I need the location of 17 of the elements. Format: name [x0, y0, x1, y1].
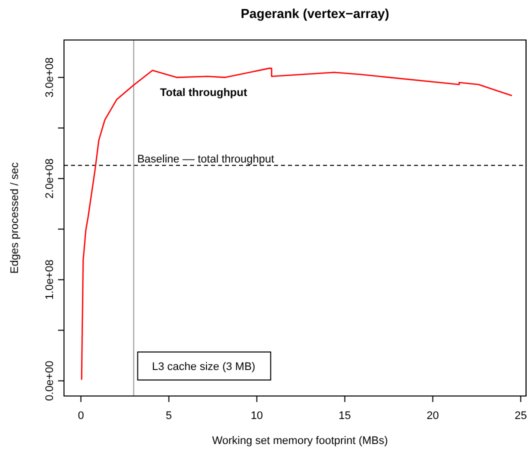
- y-tick-label: 3.0e+08: [44, 57, 56, 98]
- ref-line-label: L3 cache size (3 MB): [152, 361, 256, 373]
- x-axis-title: Working set memory footprint (MBs): [212, 435, 388, 447]
- x-tick-label: 25: [514, 410, 527, 422]
- y-tick-label: 2.0e+08: [44, 158, 56, 199]
- x-tick-label: 10: [250, 410, 263, 422]
- x-tick-label: 0: [78, 410, 84, 422]
- chart-title: Pagerank (vertex−array): [240, 6, 390, 21]
- line-series: [80, 68, 513, 380]
- y-axis-title: Edges processed / sec: [9, 162, 21, 274]
- annotation: Total throughput: [160, 87, 248, 99]
- x-tick-label: 5: [166, 410, 172, 422]
- y-tick-label: 0.0e+00: [44, 360, 56, 401]
- y-tick-label: 1.0e+08: [44, 260, 56, 300]
- x-tick-label: 15: [338, 410, 351, 422]
- x-tick-label: 20: [426, 410, 439, 422]
- ref-line-label: Baseline –– total throughput: [137, 153, 274, 166]
